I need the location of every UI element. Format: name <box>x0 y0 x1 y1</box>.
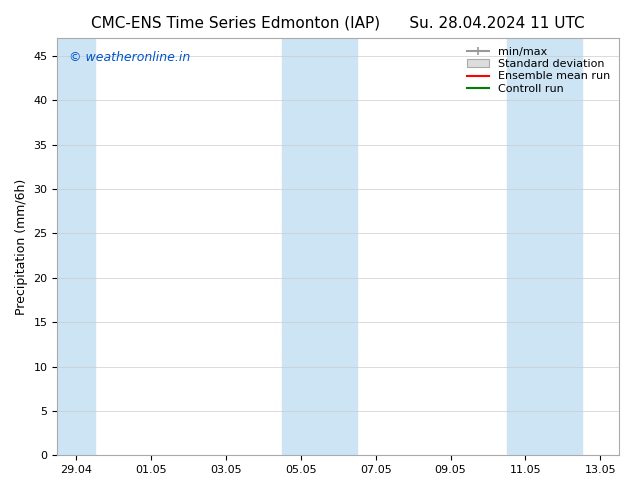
Bar <box>282 38 357 455</box>
Legend: min/max, Standard deviation, Ensemble mean run, Controll run: min/max, Standard deviation, Ensemble me… <box>463 44 614 97</box>
Bar <box>58 38 95 455</box>
Y-axis label: Precipitation (mm/6h): Precipitation (mm/6h) <box>15 178 28 315</box>
Bar <box>507 38 581 455</box>
Text: © weatheronline.in: © weatheronline.in <box>68 50 190 64</box>
Title: CMC-ENS Time Series Edmonton (IAP)      Su. 28.04.2024 11 UTC: CMC-ENS Time Series Edmonton (IAP) Su. 2… <box>91 15 585 30</box>
